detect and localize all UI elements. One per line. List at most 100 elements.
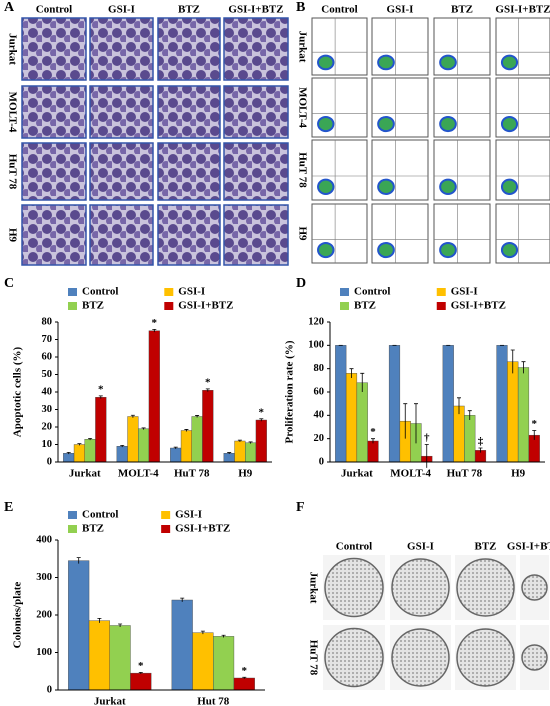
column-label: BTZ xyxy=(178,4,200,16)
x-tick-label: HuT 78 xyxy=(447,468,483,480)
bar xyxy=(255,419,267,463)
bar xyxy=(148,330,160,463)
micrograph xyxy=(157,85,221,139)
error-bar xyxy=(205,388,210,392)
x-tick-label: MOLT-4 xyxy=(118,468,159,480)
panel-label: F xyxy=(296,500,305,515)
bar xyxy=(180,430,192,463)
y-tick-label: 20 xyxy=(314,433,325,444)
y-tick-label: 80 xyxy=(42,316,53,327)
panel-label: B xyxy=(296,0,305,15)
bar xyxy=(213,636,235,691)
error-bar xyxy=(237,439,242,442)
error-bar xyxy=(221,634,226,638)
y-tick-label: 20 xyxy=(42,421,53,432)
y-tick-label: 0 xyxy=(47,456,52,467)
error-bar xyxy=(200,630,205,635)
bar xyxy=(442,345,454,463)
error-bar xyxy=(467,410,472,420)
plate xyxy=(456,628,515,687)
x-tick-label: MOLT-4 xyxy=(390,468,431,480)
bar xyxy=(367,440,379,463)
plate xyxy=(324,557,384,618)
micrograph xyxy=(21,85,87,139)
column-label: Control xyxy=(36,4,72,16)
bar xyxy=(345,373,358,463)
error-bar xyxy=(242,676,247,679)
legend-label: GSI-I+BTZ xyxy=(175,523,230,535)
legend-swatch xyxy=(164,302,174,310)
bar xyxy=(109,625,131,691)
flow-cluster xyxy=(500,115,519,133)
row-label: Jurkat xyxy=(6,33,18,65)
y-tick-label: 0 xyxy=(319,456,324,467)
error-bar xyxy=(532,430,537,440)
y-tick-label: 60 xyxy=(42,351,53,362)
annotation: * xyxy=(532,418,538,430)
column-label: Control xyxy=(336,541,372,553)
micrograph xyxy=(157,204,221,266)
flow-cluster xyxy=(377,241,395,259)
legend-label: BTZ xyxy=(82,300,104,312)
error-bar xyxy=(227,452,232,454)
legend-swatch xyxy=(340,302,349,310)
legend-swatch xyxy=(164,288,174,296)
bar xyxy=(171,599,193,691)
micrograph xyxy=(223,17,289,81)
error-bar xyxy=(120,444,125,448)
row-label: HuT 78 xyxy=(6,154,18,190)
row-label: MOLT-4 xyxy=(296,87,308,128)
y-axis-label: Colonies/plate xyxy=(12,582,24,649)
y-tick-label: 50 xyxy=(42,369,53,380)
micrograph xyxy=(223,85,289,139)
flow-cluster xyxy=(500,241,519,259)
column-label: BTZ xyxy=(474,541,496,553)
panel-label: A xyxy=(4,0,15,15)
flow-cluster xyxy=(500,54,519,71)
flow-cluster xyxy=(377,178,395,196)
plate xyxy=(456,558,515,617)
error-bar xyxy=(152,328,157,333)
legend-swatch xyxy=(161,511,171,519)
bar xyxy=(127,416,139,463)
error-bar xyxy=(478,447,483,453)
bar xyxy=(170,447,182,463)
plate xyxy=(391,628,450,687)
panel-label: D xyxy=(296,276,306,291)
y-tick-label: 80 xyxy=(314,363,325,374)
bar xyxy=(453,405,465,463)
plate xyxy=(391,558,450,617)
error-bar xyxy=(130,414,135,418)
error-bar xyxy=(457,397,461,415)
bar xyxy=(138,428,150,463)
bar xyxy=(223,453,235,463)
error-bar xyxy=(180,597,185,602)
bar xyxy=(507,361,519,463)
row-label: HuT 78 xyxy=(307,640,319,676)
error-bar xyxy=(77,443,82,446)
error-bar xyxy=(403,403,408,439)
error-bar xyxy=(184,429,189,432)
column-label: GSI-I+BTZ xyxy=(495,4,550,16)
y-axis-label: Apoptotic cells (%) xyxy=(12,346,24,437)
row-label: Jurkat xyxy=(296,31,308,63)
legend-label: GSI-I xyxy=(175,509,202,521)
legend-swatch xyxy=(68,288,77,296)
flow-plot xyxy=(433,203,491,264)
micrograph xyxy=(89,204,154,266)
bar xyxy=(356,382,368,463)
error-bar xyxy=(141,427,146,430)
row-label: H9 xyxy=(6,228,18,243)
bar xyxy=(191,416,203,463)
legend-label: GSI-I xyxy=(451,286,478,298)
flow-cluster xyxy=(500,178,519,196)
column-label: GSI-I xyxy=(108,4,135,16)
panel-label: C xyxy=(4,276,14,291)
error-bar xyxy=(88,437,93,441)
column-label: BTZ xyxy=(451,4,473,16)
y-tick-label: 70 xyxy=(42,334,53,345)
y-tick-label: 400 xyxy=(36,534,52,545)
y-tick-label: 100 xyxy=(36,647,52,658)
column-label: GSI-I+BTZ xyxy=(228,4,283,16)
